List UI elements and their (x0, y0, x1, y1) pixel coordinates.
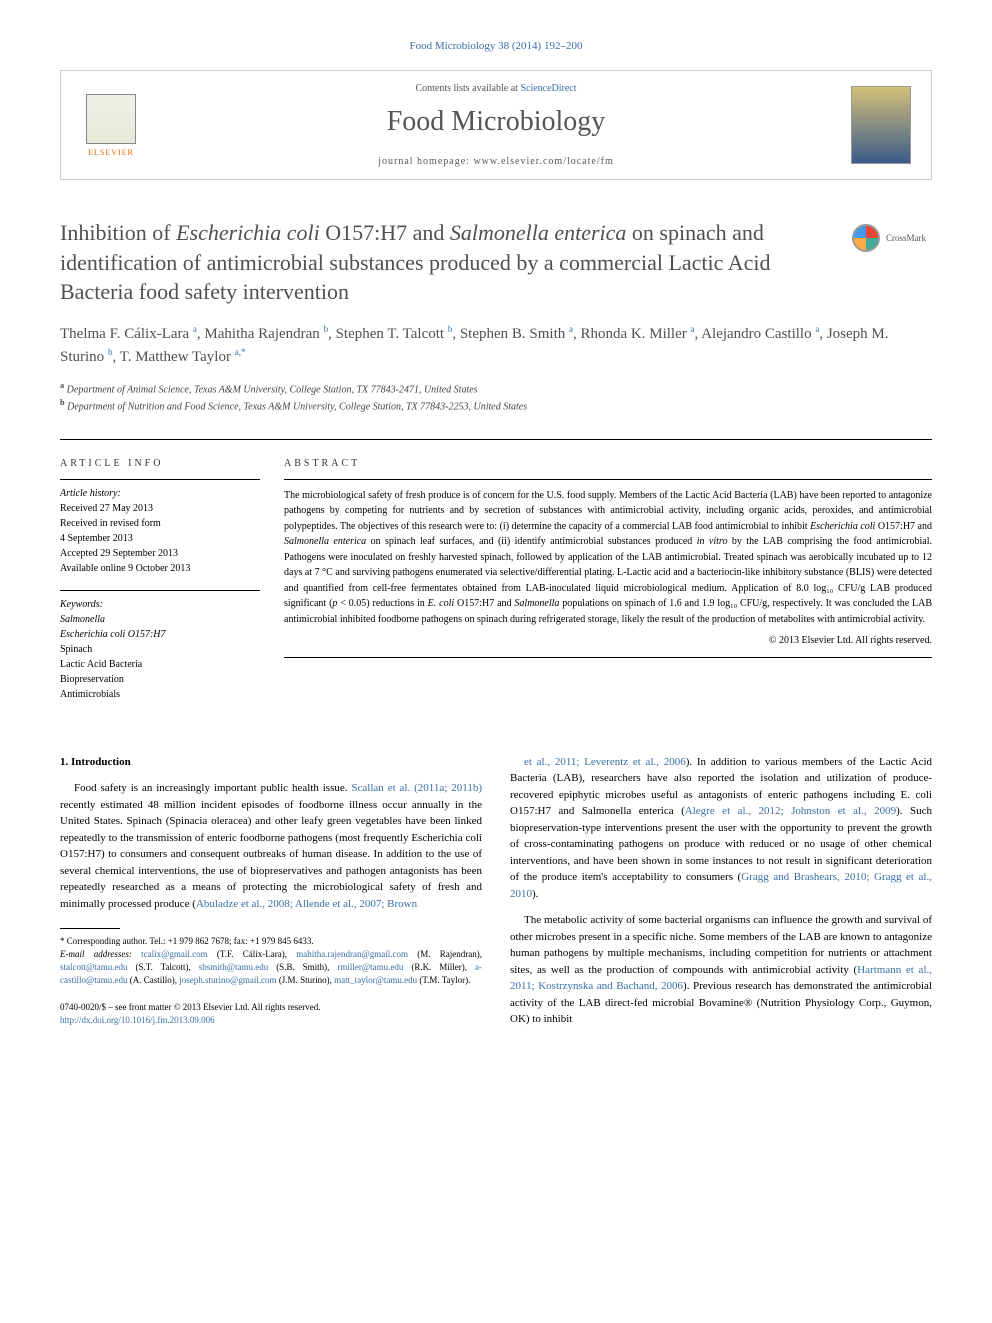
keyword-item: Lactic Acid Bacteria (60, 657, 260, 672)
abstract-header: ABSTRACT (284, 458, 932, 469)
email-link[interactable]: sbsmith@tamu.edu (199, 962, 269, 972)
affiliation-line: b Department of Nutrition and Food Scien… (60, 397, 932, 414)
article-title: Inhibition of Escherichia coli O157:H7 a… (60, 218, 832, 307)
crossmark-badge[interactable]: CrossMark (852, 218, 932, 258)
body-text: 1. Introduction Food safety is an increa… (60, 754, 932, 1038)
email-link[interactable]: rmiller@tamu.edu (337, 962, 403, 972)
doi-link[interactable]: http://dx.doi.org/10.1016/j.fm.2013.09.0… (60, 1014, 482, 1027)
history-line: 4 September 2013 (60, 531, 260, 546)
homepage-prefix: journal homepage: (378, 156, 473, 167)
keywords-label: Keywords: (60, 599, 260, 610)
authors-list: Thelma F. Cálix-Lara a, Mahitha Rajendra… (60, 323, 932, 368)
column-left: 1. Introduction Food safety is an increa… (60, 754, 482, 1038)
history-line: Accepted 29 September 2013 (60, 546, 260, 561)
email-link[interactable]: joseph.sturino@gmail.com (179, 975, 276, 985)
article-info-header: ARTICLE INFO (60, 458, 260, 469)
body-paragraph: Food safety is an increasingly important… (60, 780, 482, 912)
body-text-run: Food safety is an increasingly important… (74, 782, 351, 794)
keyword-item: Biopreservation (60, 672, 260, 687)
journal-homepage-line: journal homepage: www.elsevier.com/locat… (141, 156, 851, 167)
crossmark-label: CrossMark (886, 233, 926, 243)
citation-link[interactable]: et al., 2011; Leverentz et al., 2006 (524, 756, 686, 768)
homepage-url[interactable]: www.elsevier.com/locate/fm (473, 156, 613, 167)
history-line: Available online 9 October 2013 (60, 561, 260, 576)
keyword-item: Spinach (60, 642, 260, 657)
email-link[interactable]: matt_taylor@tamu.edu (334, 975, 417, 985)
abstract-body: The microbiological safety of fresh prod… (284, 479, 932, 658)
email-addresses: E-mail addresses: tcalix@gmail.com (T.F.… (60, 948, 482, 987)
article-history-label: Article history: (60, 488, 260, 499)
keyword-item: Escherichia coli O157:H7 (60, 627, 260, 642)
contents-prefix: Contents lists available at (415, 83, 520, 94)
body-text-run: recently estimated 48 million incident e… (60, 799, 482, 910)
sciencedirect-link[interactable]: ScienceDirect (520, 83, 576, 94)
page-footer-copyright: 0740-0020/$ – see front matter © 2013 El… (60, 1001, 482, 1026)
email-link[interactable]: tcalix@gmail.com (141, 949, 208, 959)
corresponding-author-note: * Corresponding author. Tel.: +1 979 862… (60, 935, 482, 987)
section-number: 1. (60, 756, 68, 768)
citation-link[interactable]: Abuladze et al., 2008; Allende et al., 2… (196, 898, 417, 910)
corresponding-line: * Corresponding author. Tel.: +1 979 862… (60, 935, 482, 948)
crossmark-icon (852, 224, 880, 252)
affiliation-line: a Department of Animal Science, Texas A&… (60, 380, 932, 397)
footnote-separator (60, 928, 120, 929)
citation-link[interactable]: Alegre et al., 2012; Johnston et al., 20… (685, 805, 896, 817)
abstract-column: ABSTRACT The microbiological safety of f… (284, 458, 932, 716)
email-link[interactable]: stalcott@tamu.edu (60, 962, 128, 972)
column-right: et al., 2011; Leverentz et al., 2006). I… (510, 754, 932, 1038)
affiliations: a Department of Animal Science, Texas A&… (60, 380, 932, 415)
history-line: Received in revised form (60, 516, 260, 531)
email-link[interactable]: mahitha.rajendran@gmail.com (296, 949, 408, 959)
keyword-item: Antimicrobials (60, 687, 260, 702)
journal-name: Food Microbiology (141, 106, 851, 138)
body-text-run: ). (532, 888, 538, 900)
keyword-item: Salmonella (60, 612, 260, 627)
contents-available-line: Contents lists available at ScienceDirec… (141, 83, 851, 94)
history-line: Received 27 May 2013 (60, 501, 260, 516)
article-info-column: ARTICLE INFO Article history: Received 2… (60, 458, 260, 716)
issn-line: 0740-0020/$ – see front matter © 2013 El… (60, 1001, 482, 1014)
journal-cover-thumbnail (851, 86, 911, 164)
section-heading: 1. Introduction (60, 754, 482, 771)
elsevier-tree-icon (86, 94, 136, 144)
body-paragraph: The metabolic activity of some bacterial… (510, 912, 932, 1028)
publisher-logo: ELSEVIER (81, 90, 141, 160)
publisher-name: ELSEVIER (88, 148, 134, 157)
emails-label: E-mail addresses: (60, 949, 132, 959)
body-paragraph: et al., 2011; Leverentz et al., 2006). I… (510, 754, 932, 903)
abstract-copyright: © 2013 Elsevier Ltd. All rights reserved… (284, 633, 932, 658)
citation-line: Food Microbiology 38 (2014) 192–200 (60, 40, 932, 52)
section-title: Introduction (71, 756, 131, 768)
citation-link[interactable]: Scallan et al. (2011a; 2011b) (351, 782, 482, 794)
journal-header: ELSEVIER Contents lists available at Sci… (60, 70, 932, 180)
